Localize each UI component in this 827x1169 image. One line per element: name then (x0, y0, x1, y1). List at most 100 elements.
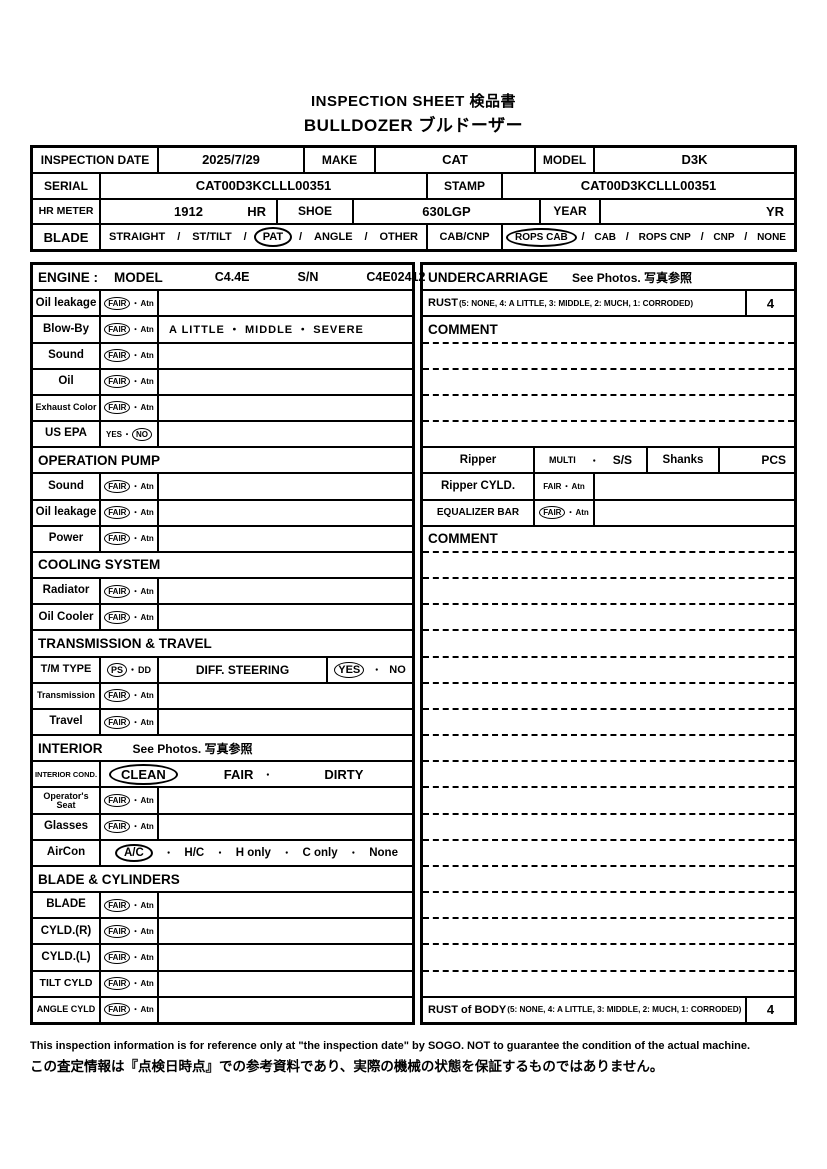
model-label: MODEL (536, 148, 595, 172)
blade-label: BLADE (33, 225, 101, 249)
undercarriage-see-photos: See Photos. 写真参照 (572, 270, 693, 285)
comment-line (423, 710, 794, 737)
rating-cell: FAIR ・ Atn (101, 369, 159, 394)
rating-cell: FAIR ・ Atn (101, 317, 159, 342)
pcs-label: PCS (761, 453, 786, 468)
comment-cell (159, 972, 412, 996)
comment-line (423, 972, 794, 998)
year-unit: YR (765, 203, 784, 219)
row-blade: BLADE FAIR ・ Atn (33, 893, 412, 920)
cab-options: ROPS CAB / CAB / ROPS CNP / CNP / NONE (503, 225, 794, 249)
rating-selected: FAIR (539, 506, 566, 520)
row-ripper: Ripper MULTI ・ S/S Shanks PCS (423, 448, 794, 475)
comment-cell (159, 422, 412, 446)
comment-cell (159, 527, 412, 551)
header-row-1: INSPECTION DATE 2025/7/29 MAKE CAT MODEL… (33, 148, 794, 174)
interior-cond-selected: CLEAN (109, 763, 178, 785)
row-body-rust: RUST of BODY (5: NONE, 4: A LITTLE, 3: M… (423, 997, 794, 1022)
shoe-label: SHOE (278, 199, 354, 224)
undercarriage-comment-label: COMMENT (428, 321, 498, 337)
interior-cond-options: CLEAN FAIR ・ DIRTY (101, 762, 412, 786)
comment-cell (159, 370, 412, 394)
comment-cell (159, 919, 412, 943)
diff-steering-label: DIFF. STEERING (159, 657, 328, 682)
row-radiator: Radiator FAIR ・ Atn (33, 579, 412, 606)
comment-line (423, 841, 794, 867)
row-cyld-r: CYLD.(R) FAIR ・ Atn (33, 919, 412, 946)
stamp-label: STAMP (428, 173, 503, 198)
rating-cell: FAIR ・ Atn (101, 526, 159, 551)
body-rust-label: RUST of BODY (428, 1003, 507, 1016)
shanks-label: Shanks (648, 448, 720, 473)
comment-line (423, 658, 794, 684)
engine-title: ENGINE : (38, 269, 99, 285)
rating-selected: FAIR (104, 349, 131, 363)
rating-selected: FAIR (104, 506, 131, 520)
rating-cell: FAIR ・ Atn (101, 579, 159, 604)
comment-line (423, 762, 794, 789)
comment-line (423, 945, 794, 972)
ripper-comment-label: COMMENT (428, 531, 498, 547)
row-transmission: Transmission FAIR ・ Atn (33, 683, 412, 710)
rating-cell: FAIR ・ Atn (101, 814, 159, 839)
comment-cell (159, 945, 412, 969)
comment-cell (159, 605, 412, 629)
row-pump-sound: Sound FAIR ・ Atn (33, 474, 412, 501)
rating-cell: FAIR ・ Atn (101, 500, 159, 525)
comment-cell (159, 291, 412, 315)
row-pump-power: Power FAIR ・ Atn (33, 526, 412, 553)
rating-cell: FAIR ・ Atn (101, 291, 159, 316)
rating-cell: FAIR ・ Atn (101, 343, 159, 368)
rating-cell: FAIR ・ Atn (101, 945, 159, 970)
disclaimer-ja: この査定情報は『点検日時点』での参考資料であり、実際の機械の状態を保証するもので… (30, 1059, 664, 1074)
rating-selected: FAIR (104, 689, 131, 703)
row-operators-seat: Operator's Seat FAIR ・ Atn (33, 788, 412, 815)
serial-value: CAT00D3KCLLL00351 (101, 173, 428, 198)
cab-cnp-label: CAB/CNP (428, 225, 503, 249)
comment-line (423, 867, 794, 894)
rating-selected: FAIR (104, 1003, 131, 1017)
rust-label: RUST (428, 297, 458, 310)
row-tm-type: T/M TYPE PS ・ DD DIFF. STEERING YES ・ NO (33, 657, 412, 684)
comment-line (423, 893, 794, 920)
rating-selected: FAIR (104, 977, 131, 991)
engine-sn-label: S/N (297, 270, 319, 285)
comment-line (423, 422, 794, 449)
row-oil-leakage: Oil leakage FAIR ・ Atn (33, 291, 412, 318)
year-value: YR (601, 200, 794, 224)
comment-line (423, 736, 794, 763)
comment-line (423, 344, 794, 370)
disclaimer-en: This inspection information is for refer… (30, 1040, 751, 1052)
rating-cell: FAIR ・ Atn (101, 997, 159, 1022)
sheet-title: INSPECTION SHEET 検品書 (310, 93, 517, 110)
hr-meter-value: 1912 HR (101, 199, 278, 224)
header-row-3: HR METER 1912 HR SHOE 630LGP YEAR YR (33, 199, 794, 226)
hr-meter-label: HR METER (33, 199, 101, 224)
engine-sn-value: C4E02412 (366, 270, 426, 285)
rating-cell: FAIR ・ Atn (101, 395, 159, 421)
row-engine-oil: Oil FAIR ・ Atn (33, 369, 412, 396)
blade-cylinders-header: BLADE & CYLINDERS (33, 867, 412, 894)
engine-model-label: MODEL (114, 269, 163, 285)
hr-unit: HR (247, 203, 266, 219)
operation-pump-header: OPERATION PUMP (33, 448, 412, 475)
rating-selected: FAIR (104, 322, 131, 336)
header-row-4: BLADE STRAIGHT / ST/TILT / PAT / ANGLE / OTH… (33, 225, 794, 249)
rating-cell: FAIR ・ Atn (101, 605, 159, 630)
comment-line (423, 815, 794, 841)
comment-line (423, 396, 794, 423)
aircon-selected: A/C (115, 843, 153, 862)
row-angle-cyld: ANGLE CYLD FAIR ・ Atn (33, 997, 412, 1022)
rust-value: 4 (766, 295, 775, 311)
undercarriage-header: UNDERCARRIAGE See Photos. 写真参照 (423, 265, 794, 292)
machine-info-table: INSPECTION DATE 2025/7/29 MAKE CAT MODEL… (30, 145, 797, 252)
rating-selected: FAIR (104, 898, 131, 912)
rating-selected: FAIR (104, 610, 131, 624)
comment-cell (159, 998, 412, 1022)
comment-cell (159, 344, 412, 368)
comment-line (423, 553, 794, 580)
rating-selected: FAIR (104, 584, 131, 598)
row-engine-sound: Sound FAIR ・ Atn (33, 343, 412, 370)
row-exhaust-color: Exhaust Color FAIR ・ Atn (33, 395, 412, 423)
ripper-type-cell: MULTI ・ S/S (535, 448, 648, 473)
